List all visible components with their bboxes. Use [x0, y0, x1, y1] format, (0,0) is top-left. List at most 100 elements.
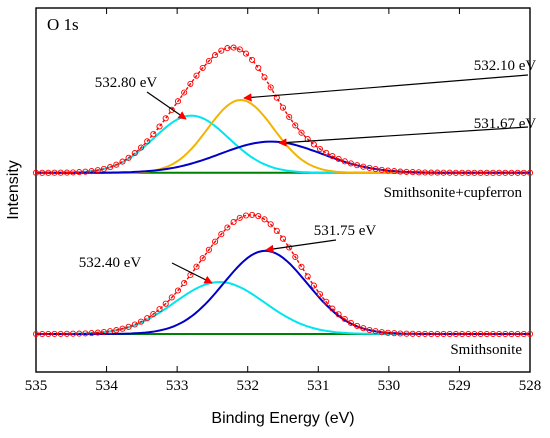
raw-data-point [236, 214, 243, 221]
annotation-arrow [243, 74, 529, 102]
raw-data-point [452, 330, 459, 338]
raw-data-point [181, 89, 188, 96]
raw-data-point [378, 166, 385, 173]
raw-data-point [261, 216, 268, 223]
raw-data-point [119, 158, 126, 165]
raw-data-point [255, 213, 262, 220]
raw-data-point [316, 145, 324, 153]
raw-data-point [32, 330, 40, 338]
raw-data-point [415, 330, 422, 337]
raw-data-point [347, 160, 354, 167]
raw-data-point [125, 323, 132, 330]
raw-data-point [483, 330, 490, 338]
raw-data-point [199, 64, 206, 72]
raw-data-point [51, 169, 58, 176]
raw-data-point [428, 330, 435, 338]
raw-data-point [421, 330, 429, 337]
x-axis-title: Binding Energy (eV) [211, 410, 354, 427]
raw-data-point [45, 169, 52, 176]
raw-data-point [397, 330, 404, 337]
raw-data-point [341, 158, 348, 165]
annotation-arrow [171, 262, 213, 284]
raw-data-point [520, 330, 527, 338]
raw-data-point [465, 330, 472, 338]
raw-data-point [341, 315, 348, 323]
raw-data-point [218, 231, 225, 238]
raw-data-point [174, 287, 182, 294]
peak-annotation-label: 532.40 eV [79, 255, 142, 271]
raw-data-point [459, 169, 466, 176]
raw-data-point [255, 64, 262, 71]
raw-data-point [446, 330, 453, 338]
raw-data-point [131, 321, 138, 328]
raw-data-point [372, 328, 379, 335]
raw-data-point [292, 122, 299, 129]
peak-annotation-label: 532.80 eV [95, 75, 158, 91]
peak-annotation-label: 531.75 eV [314, 223, 377, 239]
raw-data-point [310, 282, 317, 289]
raw-data-point [39, 330, 46, 338]
raw-data-point [76, 169, 83, 176]
raw-data-point [335, 155, 342, 162]
raw-data-point [168, 294, 175, 301]
raw-data-point [113, 161, 120, 168]
component-peak-line [36, 98, 530, 174]
raw-data-point [329, 153, 336, 160]
raw-data-point [224, 45, 231, 52]
raw-data-point [94, 167, 101, 174]
raw-data-point [279, 235, 287, 242]
raw-data-point [230, 218, 237, 226]
raw-data-point [335, 311, 342, 318]
raw-data-point [168, 106, 175, 113]
raw-data-point [391, 330, 398, 337]
raw-data-point [45, 330, 52, 338]
raw-data-point [205, 57, 212, 65]
raw-data-point [181, 279, 188, 287]
peak-annotation-label: 532.10 eV [474, 58, 537, 74]
raw-data-point [489, 330, 497, 338]
raw-data-point [440, 169, 447, 176]
raw-data-point [508, 330, 515, 338]
raw-data-point [144, 138, 151, 145]
annotation-arrow [146, 91, 187, 120]
raw-data-point [459, 330, 466, 338]
raw-data-point [520, 169, 527, 176]
sample-label: Smithsonite+cupferron [384, 185, 523, 201]
x-tick-label: 528 [519, 378, 542, 394]
raw-data-point [446, 169, 453, 176]
raw-data-point [329, 305, 336, 312]
raw-data-point [69, 169, 77, 176]
raw-data-point [452, 169, 459, 176]
raw-data-point [471, 169, 478, 176]
raw-data-point [477, 330, 484, 338]
raw-data-point [137, 318, 145, 325]
raw-data-point [76, 330, 83, 337]
raw-data-point [273, 227, 280, 234]
panel-label: O 1s [47, 15, 79, 34]
raw-data-point [249, 211, 256, 218]
raw-data-point [212, 238, 219, 245]
x-tick-label: 530 [378, 378, 401, 394]
raw-data-point [483, 169, 490, 176]
raw-data-point [236, 46, 243, 53]
raw-data-point [39, 169, 46, 176]
raw-data-point [174, 98, 182, 105]
raw-data-point [409, 330, 416, 337]
raw-data-point [304, 273, 311, 280]
x-tick-label: 529 [448, 378, 471, 394]
raw-data-point [82, 330, 89, 337]
raw-data-point [298, 263, 305, 270]
raw-data-point [477, 169, 484, 176]
raw-data-point [224, 224, 231, 231]
raw-data-point [421, 169, 429, 176]
raw-data-point [125, 154, 132, 161]
raw-data-point [409, 169, 416, 176]
sample-label: Smithsonite [450, 342, 522, 358]
raw-data-point [32, 169, 40, 176]
raw-data-point [242, 50, 250, 57]
raw-data-point [144, 315, 151, 322]
raw-data-point [434, 169, 441, 176]
raw-data-point [514, 169, 521, 176]
x-tick-label: 531 [307, 378, 330, 394]
annotation-arrow [265, 239, 337, 254]
